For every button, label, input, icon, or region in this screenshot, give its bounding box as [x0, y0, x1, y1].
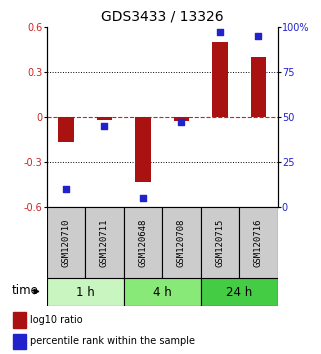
- Point: [63, 186, 68, 192]
- Bar: [162, 207, 201, 278]
- Bar: [239, 207, 278, 278]
- Bar: [13, 334, 26, 349]
- Text: GSM120711: GSM120711: [100, 218, 109, 267]
- Bar: [13, 313, 26, 328]
- Bar: [47, 207, 85, 278]
- Text: percentile rank within the sample: percentile rank within the sample: [30, 336, 195, 346]
- Bar: [124, 278, 201, 306]
- Bar: [251, 57, 266, 117]
- Text: GSM120715: GSM120715: [215, 218, 224, 267]
- Bar: [201, 278, 278, 306]
- Bar: [58, 117, 74, 142]
- Point: [179, 119, 184, 125]
- Point: [217, 29, 222, 35]
- Point: [140, 195, 145, 201]
- Point: [256, 33, 261, 39]
- Bar: [124, 207, 162, 278]
- Text: GSM120648: GSM120648: [138, 218, 147, 267]
- Bar: [212, 42, 228, 117]
- Bar: [97, 117, 112, 120]
- Text: GSM120710: GSM120710: [61, 218, 70, 267]
- Text: 4 h: 4 h: [153, 286, 171, 298]
- Bar: [85, 207, 124, 278]
- Text: time: time: [12, 284, 39, 297]
- Bar: [174, 117, 189, 121]
- Bar: [47, 278, 124, 306]
- Point: [102, 123, 107, 129]
- Text: GSM120708: GSM120708: [177, 218, 186, 267]
- Text: 1 h: 1 h: [76, 286, 94, 298]
- Text: GSM120716: GSM120716: [254, 218, 263, 267]
- Text: 24 h: 24 h: [226, 286, 252, 298]
- Bar: [135, 117, 151, 182]
- Bar: [201, 207, 239, 278]
- Title: GDS3433 / 13326: GDS3433 / 13326: [101, 10, 223, 24]
- Text: log10 ratio: log10 ratio: [30, 315, 82, 325]
